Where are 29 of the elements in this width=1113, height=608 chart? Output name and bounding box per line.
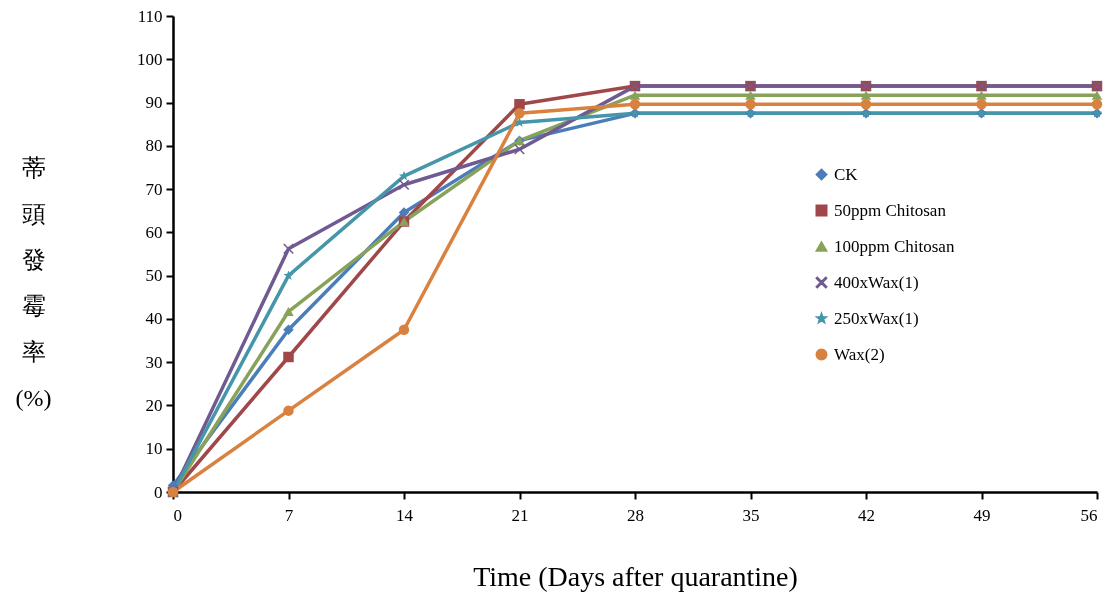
y-tick-label: 0 [154,482,163,502]
y-tick-label: 50 [145,266,163,286]
y-tick-label: 110 [137,6,163,26]
x-tick-label: 42 [858,505,875,525]
y-tick-label: 90 [145,93,163,113]
x-tick-label: 49 [973,505,991,525]
x-tick-label: 14 [396,505,414,525]
x-tick-label: 28 [627,505,644,525]
y-tick-label: 20 [145,395,163,415]
legend-label: 100ppm Chitosan [834,236,955,256]
y-tick-label: 80 [145,136,163,156]
legend-label: 50ppm Chitosan [834,200,947,220]
x-tick-label: 7 [284,505,294,525]
legend-label: CK [834,164,859,184]
y-tick-label: 60 [145,222,163,242]
y-tick-label: 70 [145,179,163,199]
legend-label: 400xWax(1) [834,272,919,292]
y-tick-label: 40 [145,309,163,329]
x-tick-label: 21 [511,505,529,525]
legend-label: 250xWax(1) [834,308,919,328]
y-axis-title: 蒂頭發霉率 (%) [15,154,52,411]
legend-label: Wax(2) [834,344,885,364]
x-tick-label: 56 [1080,505,1098,525]
y-tick-label: 30 [145,352,163,372]
y-tick-label: 100 [137,49,163,69]
x-axis-title: Time (Days after quarantine) [473,560,798,592]
x-tick-label: 35 [742,505,760,525]
x-tick-label: 0 [173,505,182,525]
y-tick-label: 10 [145,439,163,459]
